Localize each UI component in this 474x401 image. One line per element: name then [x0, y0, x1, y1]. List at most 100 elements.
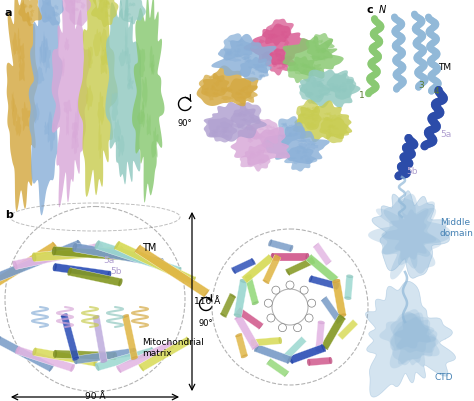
- Polygon shape: [306, 253, 310, 261]
- Polygon shape: [284, 36, 289, 40]
- Polygon shape: [70, 364, 75, 372]
- Polygon shape: [229, 294, 236, 298]
- Polygon shape: [241, 87, 248, 91]
- Polygon shape: [282, 336, 307, 361]
- Polygon shape: [295, 132, 299, 136]
- Polygon shape: [61, 314, 68, 317]
- Polygon shape: [220, 130, 225, 135]
- Polygon shape: [251, 340, 254, 346]
- Circle shape: [267, 314, 275, 322]
- Polygon shape: [313, 243, 331, 265]
- Polygon shape: [278, 135, 292, 138]
- Polygon shape: [232, 259, 255, 274]
- Polygon shape: [28, 5, 32, 9]
- Polygon shape: [99, 243, 103, 252]
- Polygon shape: [240, 91, 245, 93]
- Polygon shape: [259, 75, 266, 78]
- Polygon shape: [118, 279, 123, 287]
- Polygon shape: [237, 49, 241, 54]
- Polygon shape: [244, 24, 310, 66]
- Polygon shape: [341, 90, 347, 91]
- Polygon shape: [240, 119, 246, 122]
- Polygon shape: [18, 0, 42, 27]
- Polygon shape: [265, 125, 272, 129]
- Polygon shape: [260, 143, 273, 148]
- Polygon shape: [382, 209, 436, 261]
- Polygon shape: [303, 117, 315, 120]
- Polygon shape: [321, 315, 346, 349]
- Polygon shape: [253, 134, 258, 140]
- Polygon shape: [368, 194, 451, 280]
- Polygon shape: [313, 41, 317, 45]
- Polygon shape: [274, 36, 279, 38]
- Text: 90°: 90°: [178, 119, 192, 128]
- Polygon shape: [271, 253, 274, 261]
- Polygon shape: [61, 314, 79, 360]
- Polygon shape: [333, 277, 338, 284]
- Polygon shape: [321, 315, 346, 349]
- Polygon shape: [262, 20, 294, 47]
- Polygon shape: [234, 51, 239, 53]
- Polygon shape: [34, 247, 122, 262]
- Text: a: a: [5, 8, 12, 18]
- Polygon shape: [338, 89, 341, 92]
- Polygon shape: [7, 0, 38, 212]
- Polygon shape: [300, 138, 310, 143]
- Polygon shape: [102, 0, 106, 1]
- Text: 90°: 90°: [199, 318, 213, 327]
- Polygon shape: [289, 344, 325, 364]
- Polygon shape: [349, 86, 352, 91]
- Polygon shape: [133, 348, 137, 356]
- Polygon shape: [336, 134, 344, 137]
- Polygon shape: [77, 0, 81, 4]
- Text: 5a: 5a: [103, 256, 114, 265]
- Polygon shape: [328, 132, 331, 136]
- Polygon shape: [224, 128, 228, 132]
- Polygon shape: [54, 6, 58, 11]
- Polygon shape: [319, 95, 323, 98]
- Polygon shape: [92, 315, 100, 319]
- Polygon shape: [159, 259, 164, 267]
- Polygon shape: [64, 0, 91, 27]
- Polygon shape: [52, 247, 56, 256]
- Polygon shape: [69, 268, 121, 287]
- Polygon shape: [394, 313, 437, 367]
- Polygon shape: [245, 92, 251, 96]
- Polygon shape: [238, 113, 242, 117]
- Text: 5b: 5b: [406, 167, 418, 176]
- Polygon shape: [16, 346, 74, 372]
- Polygon shape: [284, 40, 289, 47]
- Polygon shape: [336, 87, 349, 93]
- Polygon shape: [313, 243, 319, 248]
- Polygon shape: [288, 133, 292, 136]
- Polygon shape: [252, 344, 259, 350]
- Polygon shape: [312, 109, 318, 113]
- Polygon shape: [306, 65, 310, 69]
- Text: TM: TM: [142, 242, 156, 252]
- Polygon shape: [338, 314, 346, 318]
- Circle shape: [272, 286, 280, 294]
- Polygon shape: [267, 131, 275, 136]
- Polygon shape: [240, 279, 248, 284]
- Polygon shape: [78, 0, 118, 197]
- Polygon shape: [204, 103, 267, 142]
- Polygon shape: [337, 319, 343, 324]
- Polygon shape: [393, 317, 437, 353]
- Polygon shape: [52, 0, 91, 208]
- Polygon shape: [262, 123, 330, 164]
- Polygon shape: [253, 119, 258, 122]
- Polygon shape: [54, 263, 110, 279]
- Polygon shape: [332, 281, 346, 316]
- Polygon shape: [261, 142, 271, 146]
- Polygon shape: [326, 261, 332, 266]
- Polygon shape: [321, 49, 326, 53]
- Polygon shape: [321, 118, 328, 121]
- Polygon shape: [135, 245, 141, 253]
- Polygon shape: [344, 297, 351, 300]
- Polygon shape: [251, 258, 255, 265]
- Polygon shape: [301, 336, 307, 342]
- Polygon shape: [114, 241, 120, 250]
- Polygon shape: [255, 69, 259, 72]
- Polygon shape: [230, 103, 261, 129]
- Polygon shape: [242, 255, 274, 283]
